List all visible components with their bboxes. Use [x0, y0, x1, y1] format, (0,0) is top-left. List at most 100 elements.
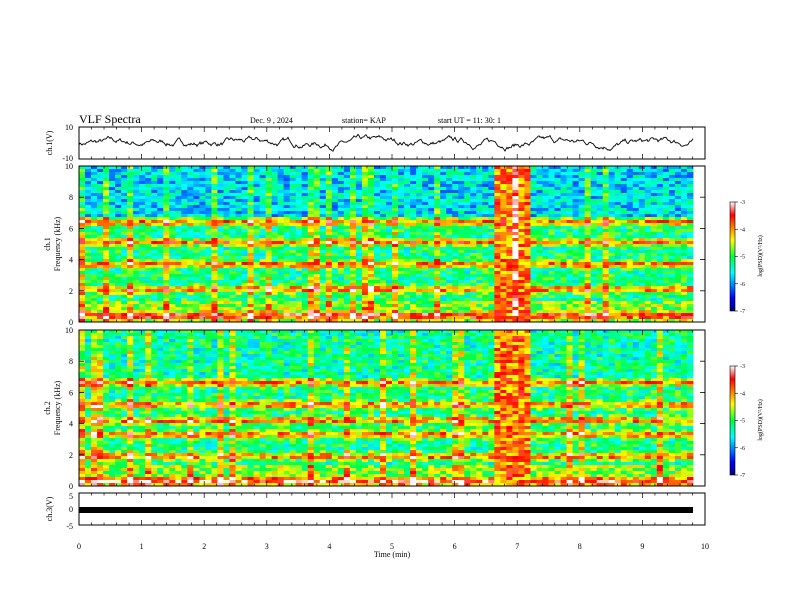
spectrogram-cell — [434, 265, 441, 269]
spectrogram-cell — [572, 208, 580, 212]
spectrogram-cell — [187, 217, 194, 221]
spectrogram-cell — [608, 277, 616, 281]
spectrogram-cell — [145, 178, 152, 182]
spectrogram-cell — [578, 220, 586, 224]
spectrogram-cell — [626, 211, 634, 215]
spectrogram-cell — [91, 190, 98, 194]
spectrogram-cell — [307, 217, 315, 221]
spectrogram-cell — [127, 274, 134, 278]
spectrogram-cell — [193, 220, 200, 224]
spectrogram-cell — [596, 265, 604, 269]
spectrogram-cell — [127, 277, 134, 281]
spectrogram-cell — [494, 319, 501, 323]
spectrogram-cell — [109, 274, 116, 278]
spectrogram-cell — [524, 199, 531, 203]
spectrogram-cell — [289, 178, 297, 182]
spectrogram-cell — [530, 223, 537, 227]
spectrogram-cell — [127, 196, 134, 200]
spectrogram-cell — [229, 199, 236, 203]
spectrogram-cell — [271, 211, 279, 215]
spectrogram-cell — [169, 208, 176, 212]
spectrogram-cell — [217, 301, 224, 305]
spectrogram-cell — [560, 196, 567, 200]
spectrogram-cell — [554, 250, 561, 254]
spectrogram-cell — [343, 292, 351, 296]
spectrogram-cell — [85, 172, 92, 176]
spectrogram-cell — [524, 253, 531, 257]
spectrogram-cell — [277, 166, 285, 170]
spectrogram-cell — [271, 187, 279, 191]
spectrogram-cell — [139, 274, 146, 278]
spectrogram-cell — [524, 307, 531, 311]
spectrogram-cell — [343, 229, 351, 233]
spectrogram-cell — [121, 265, 128, 269]
spectrogram-cell — [199, 184, 206, 188]
spectrogram-cell — [584, 175, 592, 179]
spectrogram-cell — [572, 205, 580, 209]
spectrogram-cell — [476, 220, 483, 224]
spectrogram-cell — [265, 250, 273, 254]
spectrogram-cell — [355, 166, 363, 170]
spectrogram-cell — [596, 301, 604, 305]
spectrogram-cell — [440, 178, 447, 182]
spectrogram-cell — [428, 295, 435, 299]
spectrogram-cell — [379, 256, 387, 260]
spectrogram-cell — [458, 226, 465, 230]
spectrogram-cell — [548, 268, 555, 272]
spectrogram-cell — [506, 238, 513, 242]
spectrogram-cell — [524, 262, 531, 266]
spectrogram-cell — [518, 298, 525, 302]
spectrogram-cell — [644, 205, 652, 209]
spectrogram-cell — [235, 211, 242, 215]
spectrogram-cell — [175, 310, 182, 314]
spectrogram-cell — [536, 217, 543, 221]
spectrogram-cell — [632, 301, 640, 305]
spectrogram-cell — [223, 166, 230, 170]
spectrogram-cell — [590, 208, 598, 212]
spectrogram-cell — [163, 184, 170, 188]
spectrogram-cell — [524, 250, 531, 254]
spectrogram-cell — [325, 202, 333, 206]
spectrogram-cell — [247, 193, 254, 197]
spectrogram-cell — [133, 208, 140, 212]
spectrogram-cell — [295, 301, 303, 305]
spectrogram-cell — [470, 211, 477, 215]
spectrogram-cell — [464, 250, 471, 254]
spectrogram-cell — [554, 196, 561, 200]
spectrogram-cell — [572, 283, 580, 287]
spectrogram-cell — [169, 217, 176, 221]
spectrogram-cell — [295, 265, 303, 269]
spectrogram-cell — [145, 223, 152, 227]
spectrogram-cell — [500, 250, 507, 254]
spectrogram-cell — [175, 271, 182, 275]
spectrogram-cell — [596, 274, 604, 278]
spectrogram-cell — [157, 307, 164, 311]
spectrogram-cell — [313, 229, 321, 233]
spectrogram-cell — [608, 178, 616, 182]
spectrogram-cell — [560, 283, 567, 287]
spectrogram-cell — [373, 241, 381, 245]
spectrogram-cell — [367, 253, 375, 257]
spectrogram-cell — [193, 247, 200, 251]
spectrogram-cell — [554, 259, 561, 263]
spectrogram-cell — [211, 256, 218, 260]
spectrogram-cell — [632, 172, 640, 176]
spectrogram-cell — [265, 232, 273, 236]
spectrogram-cell — [283, 184, 291, 188]
spectrogram-cell — [530, 184, 537, 188]
spectrogram-cell — [512, 292, 519, 296]
spectrogram-cell — [482, 313, 489, 317]
spectrogram-cell — [331, 226, 339, 230]
spectrogram-cell — [175, 175, 182, 179]
spectrogram-cell — [295, 292, 303, 296]
spectrogram-cell — [127, 262, 134, 266]
spectrogram-cell — [307, 262, 315, 266]
spectrogram-cell — [470, 301, 477, 305]
spectrogram-cell — [614, 292, 622, 296]
spectrogram-cell — [560, 286, 567, 290]
spectrogram-cell — [506, 229, 513, 233]
spectrogram-cell — [187, 220, 194, 224]
spectrogram-cell — [644, 250, 652, 254]
spectrogram-cell — [361, 187, 369, 191]
spectrogram-cell — [476, 202, 483, 206]
